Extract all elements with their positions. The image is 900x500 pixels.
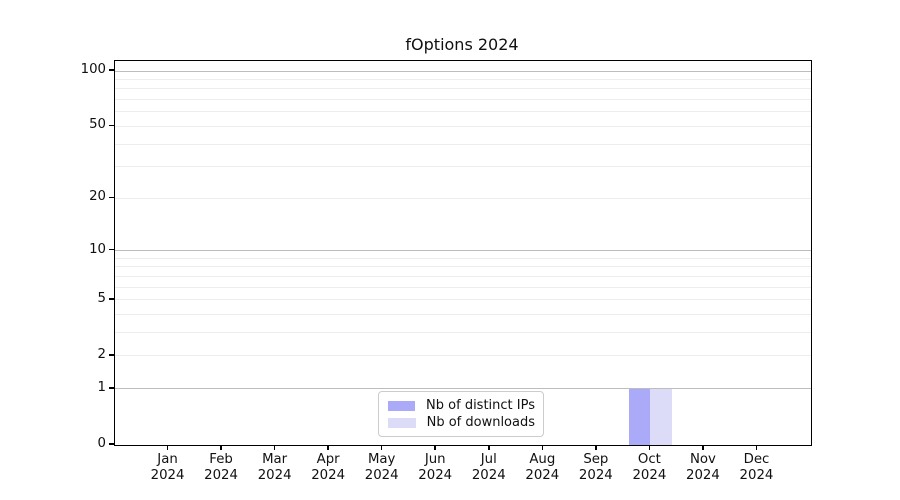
x-tick [541, 445, 544, 450]
x-tick-label-line: 2024 [686, 467, 720, 483]
bar-downloads [650, 388, 672, 445]
x-tick-label-line: 2024 [364, 467, 399, 483]
minor-gridline [115, 286, 811, 288]
plot-area [114, 60, 812, 446]
x-tick-label-line: Jun [424, 452, 446, 467]
minor-gridline [115, 332, 811, 334]
x-tick-label-line: 2024 [525, 467, 560, 483]
x-tick-label-line: Feb [209, 452, 233, 467]
x-tick-label: Oct 2024 [617, 452, 681, 483]
y-tick-label: 1 [97, 379, 106, 395]
x-tick-label-line: 2024 [739, 467, 774, 483]
minor-gridline [115, 197, 811, 199]
y-tick [109, 443, 114, 445]
x-tick [755, 445, 758, 450]
y-tick [109, 298, 114, 300]
x-tick-label: May 2024 [350, 452, 414, 483]
x-tick-label-line: 2024 [311, 467, 346, 483]
chart-title: fOptions 2024 [405, 35, 519, 54]
legend-swatch-distinct-ips-icon [388, 400, 416, 411]
minor-gridline [115, 78, 811, 80]
x-tick [327, 445, 329, 450]
x-tick-label: Mar 2024 [243, 452, 307, 483]
x-tick-label: Apr 2024 [296, 452, 360, 483]
x-tick-label: Sep 2024 [564, 452, 628, 483]
x-tick-label: Dec 2024 [724, 452, 788, 483]
x-tick [595, 445, 597, 450]
y-tick-label: 10 [89, 241, 106, 257]
x-tick [380, 445, 383, 450]
x-tick-label: Feb 2024 [189, 452, 253, 483]
major-gridline [115, 70, 811, 72]
minor-gridline [115, 299, 811, 301]
bar-distinct-ips [628, 388, 651, 445]
x-tick-label-line: 2024 [471, 467, 506, 483]
y-tick-label: 2 [97, 346, 106, 362]
major-gridline [115, 250, 811, 252]
x-tick-label-line: Sep [583, 452, 609, 467]
y-tick-label: 0 [97, 436, 106, 451]
y-tick [109, 69, 114, 71]
x-tick-label: Jan 2024 [136, 452, 200, 483]
x-tick-label-line: Aug [529, 452, 556, 467]
y-tick-label: 5 [97, 290, 106, 306]
legend-swatch-downloads-icon [388, 417, 416, 428]
x-tick [434, 445, 436, 450]
x-tick [702, 445, 704, 450]
x-tick-label-line: Jan [157, 452, 178, 467]
minor-gridline [115, 266, 811, 268]
minor-gridline [115, 166, 811, 168]
minor-gridline [115, 314, 811, 316]
y-tick [109, 124, 114, 127]
minor-gridline [115, 99, 811, 101]
legend-label-distinct-ips: Nb of distinct IPs [426, 398, 535, 413]
x-tick-label: Jun 2024 [403, 452, 467, 483]
y-tick-label: 100 [80, 62, 106, 77]
x-tick [166, 445, 169, 450]
x-tick-label: Jul 2024 [457, 452, 521, 483]
x-tick-label-line: 2024 [257, 467, 292, 483]
x-tick-label-line: 2024 [632, 467, 667, 483]
x-tick [220, 445, 222, 450]
legend-label-downloads: Nb of downloads [426, 415, 535, 430]
minor-gridline [115, 111, 811, 113]
x-tick-label: Aug 2024 [510, 452, 574, 483]
y-tick [109, 354, 114, 356]
y-tick-label: 50 [89, 117, 106, 133]
x-tick-label-line: 2024 [150, 467, 185, 483]
x-tick [488, 445, 490, 450]
x-tick-label-line: Nov [689, 452, 716, 467]
minor-gridline [115, 257, 811, 259]
x-tick [648, 445, 651, 450]
x-tick-label-line: 2024 [578, 467, 613, 483]
legend-item-downloads: Nb of downloads [387, 415, 535, 431]
x-tick-label-line: Mar [262, 452, 288, 467]
y-tick [109, 248, 114, 251]
y-tick-label: 20 [89, 189, 106, 205]
x-tick-label-line: Dec [743, 452, 770, 467]
y-tick [109, 387, 114, 389]
legend-item-distinct-ips: Nb of distinct IPs [387, 398, 535, 414]
x-tick-label-line: 2024 [418, 467, 453, 483]
x-tick-label-line: May [367, 452, 396, 467]
minor-gridline [115, 143, 811, 145]
x-tick-label-line: 2024 [204, 467, 238, 483]
minor-gridline [115, 355, 811, 357]
x-tick-label-line: Jul [480, 452, 497, 467]
x-tick [273, 445, 276, 450]
x-tick-label: Nov 2024 [671, 452, 735, 483]
x-tick-label-line: Apr [316, 452, 340, 467]
minor-gridline [115, 125, 811, 127]
x-tick-label-line: Oct [637, 452, 661, 467]
major-gridline [115, 388, 811, 390]
legend: Nb of distinct IPs Nb of downloads [378, 391, 544, 437]
y-tick [109, 196, 114, 199]
minor-gridline [115, 275, 811, 277]
minor-gridline [115, 88, 811, 90]
